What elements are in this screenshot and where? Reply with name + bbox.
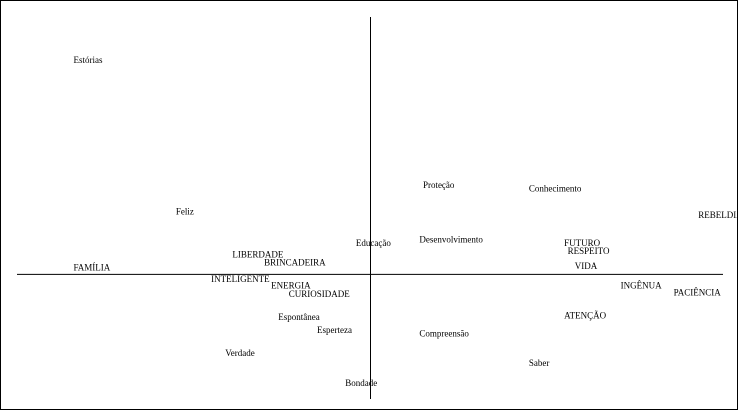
term-label: Proteção (423, 180, 455, 190)
term-label: Espontânea (278, 312, 319, 322)
term-label: Bondade (345, 378, 377, 388)
term-label: REBELDIA (698, 210, 738, 220)
term-label: FAMÍLIA (73, 263, 110, 273)
axes (17, 17, 723, 399)
term-label: PACIÊNCIA (674, 287, 722, 297)
term-label: Compreensão (419, 328, 469, 338)
term-label: ENERGIA (271, 281, 311, 291)
term-label: Estórias (73, 55, 102, 65)
term-label: Conhecimento (529, 184, 582, 194)
term-label: LIBERDADE (232, 249, 283, 259)
term-label: INTELIGENTE (211, 274, 270, 284)
term-label: RESPEITO (568, 246, 610, 256)
term-labels: Estórias Feliz Proteção Conhecimento REBELDI… (73, 55, 738, 388)
term-label: Saber (529, 358, 550, 368)
term-label: Verdade (225, 348, 254, 358)
term-label: VIDA (575, 261, 598, 271)
term-label: BRINCADEIRA (264, 258, 326, 268)
term-label: Feliz (176, 207, 194, 217)
term-label: ATENÇÃO (564, 310, 606, 320)
term-label: Desenvolvimento (419, 235, 483, 245)
term-label: Educação (356, 238, 391, 248)
term-label: FUTURO (564, 238, 601, 248)
term-label: CURIOSIDADE (289, 289, 351, 299)
term-label: INGÊNUA (621, 281, 662, 291)
term-label: Esperteza (317, 325, 352, 335)
